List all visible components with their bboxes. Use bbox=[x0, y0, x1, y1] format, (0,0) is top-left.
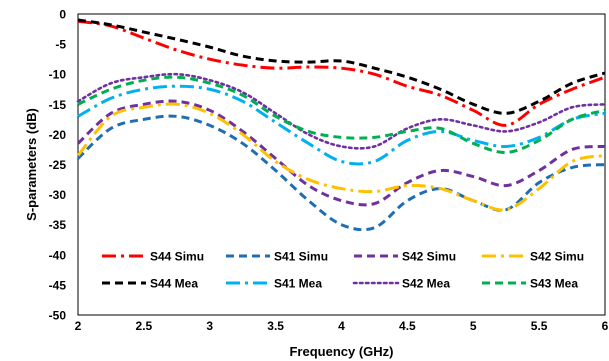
series-line-1 bbox=[76, 114, 606, 232]
legend-label: S42 Simu bbox=[402, 250, 456, 264]
y-tick-label: -40 bbox=[49, 248, 67, 262]
x-tick-label: 4 bbox=[338, 319, 345, 333]
legend-label: S43 Mea bbox=[530, 277, 578, 291]
series-line-4 bbox=[77, 18, 606, 115]
y-tick-label: -15 bbox=[49, 98, 67, 112]
x-tick-label: 5 bbox=[470, 319, 477, 333]
x-axis-title: Frequency (GHz) bbox=[289, 344, 393, 359]
series-line-3 bbox=[76, 102, 606, 212]
legend-label: S41 Simu bbox=[274, 250, 328, 264]
legend-label: S41 Mea bbox=[274, 277, 322, 291]
y-tick-label: -10 bbox=[49, 68, 67, 82]
legend-label: S42 Simu bbox=[530, 250, 584, 264]
series-lines bbox=[76, 18, 607, 232]
series-line-7 bbox=[77, 75, 606, 154]
y-tick-label: -20 bbox=[49, 128, 67, 142]
x-axis: 2 2.5 3 3.5 4 4.5 5 5.5 6 bbox=[75, 319, 609, 333]
x-tick-label: 6 bbox=[602, 319, 609, 333]
legend: S44 Simu S41 Simu S42 Simu S42 Simu S44 Mea S… bbox=[102, 250, 584, 291]
y-tick-label: -25 bbox=[49, 158, 67, 172]
x-tick-label: 2 bbox=[75, 319, 82, 333]
y-tick-label: -45 bbox=[49, 278, 67, 292]
x-tick-label: 4.5 bbox=[399, 319, 416, 333]
y-tick-label: -30 bbox=[49, 188, 67, 202]
series-line-6 bbox=[76, 72, 607, 150]
y-tick-label: -5 bbox=[55, 38, 66, 52]
x-tick-label: 2.5 bbox=[136, 319, 153, 333]
y-axis: 0 -5 -10 -15 -20 -25 -30 -35 -40 -45 -50 bbox=[49, 8, 67, 323]
y-tick-label: 0 bbox=[59, 8, 66, 22]
x-tick-label: 5.5 bbox=[531, 319, 548, 333]
x-tick-label: 3.5 bbox=[267, 319, 284, 333]
legend-label: S42 Mea bbox=[402, 277, 450, 291]
y-tick-label: -35 bbox=[49, 218, 67, 232]
plot-area-frame bbox=[77, 13, 606, 316]
y-axis-title: S-parameters (dB) bbox=[24, 108, 39, 221]
x-tick-label: 3 bbox=[206, 319, 213, 333]
legend-label: S44 Mea bbox=[150, 277, 198, 291]
legend-label: S44 Simu bbox=[150, 250, 204, 264]
series-line-0 bbox=[77, 19, 606, 127]
series-line-5 bbox=[77, 84, 606, 166]
y-tick-label: -50 bbox=[49, 309, 67, 323]
